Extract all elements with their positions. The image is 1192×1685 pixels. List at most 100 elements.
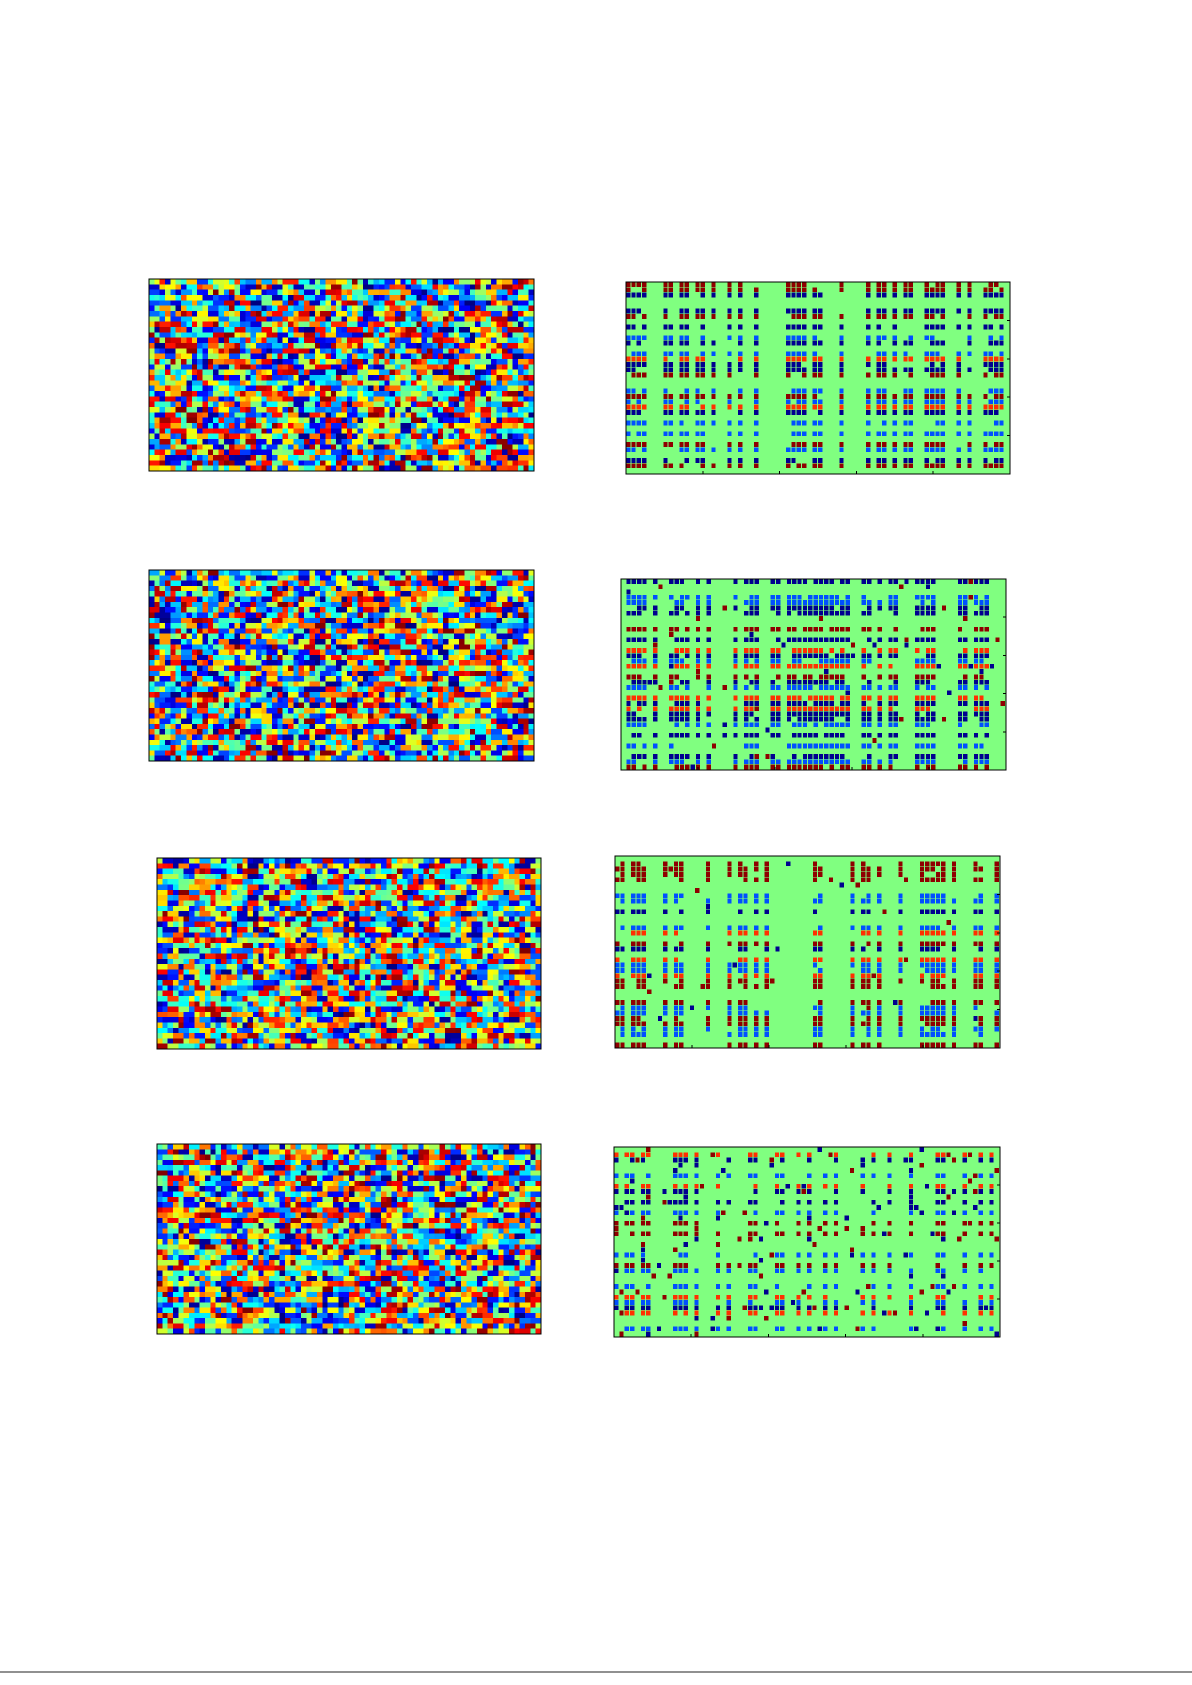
heatmap-cell (352, 649, 364, 656)
heatmap-cell (437, 396, 444, 403)
heatmap-cell (197, 423, 203, 429)
heatmap-cell (706, 579, 711, 584)
heatmap-cell (191, 311, 198, 317)
heatmap-cell (496, 364, 503, 371)
heatmap-cell (368, 633, 374, 640)
heatmap-cell (346, 428, 353, 435)
heatmap-cell (631, 463, 636, 469)
heatmap-cell (695, 447, 700, 453)
heatmap-cell (427, 359, 439, 365)
heatmap-cell (298, 337, 305, 344)
heatmap-cell (154, 348, 161, 355)
heatmap-cell (325, 460, 332, 467)
heatmap-cell (245, 423, 257, 429)
heatmap-cell (149, 449, 155, 456)
heatmap-cell (448, 316, 455, 323)
heatmap-cell (501, 449, 508, 456)
heatmap-cell (255, 745, 262, 751)
heatmap-cell (250, 407, 257, 413)
heatmap-cell (282, 713, 294, 719)
heatmap-cell (170, 401, 177, 408)
heatmap-cell (967, 340, 972, 346)
heatmap-cell (154, 707, 161, 714)
heatmap-cell (175, 289, 182, 296)
heatmap-cell (459, 681, 465, 688)
heatmap-cell (234, 289, 241, 296)
heatmap-cell (378, 697, 385, 704)
heatmap-cell (159, 686, 166, 693)
heatmap-cell (988, 447, 993, 453)
heatmap-cell (839, 324, 844, 330)
heatmap-cell (229, 423, 235, 429)
heatmap-cell (288, 612, 294, 619)
heatmap-cell (234, 681, 241, 688)
heatmap-cell (416, 723, 423, 730)
heatmap-cell (293, 439, 305, 445)
heatmap-cell (416, 353, 423, 360)
heatmap-cell (930, 410, 935, 415)
heatmap-cell (255, 638, 268, 645)
heatmap-cell (733, 605, 738, 611)
heatmap-cell (443, 348, 449, 355)
heatmap-cell (341, 305, 348, 312)
heatmap-cell (213, 686, 219, 693)
heatmap-cell (924, 410, 929, 415)
heatmap-cell (149, 465, 161, 472)
heatmap-cell (298, 433, 310, 440)
heatmap-cell (796, 308, 801, 314)
heatmap-cell (507, 417, 519, 424)
heatmap-cell (469, 305, 476, 312)
heatmap-cell (845, 610, 850, 616)
heatmap-cell (512, 654, 519, 661)
heatmap-cell (149, 391, 155, 397)
heatmap-cell (480, 707, 492, 714)
heatmap-cell (988, 388, 993, 394)
heatmap-cell (956, 458, 961, 463)
heatmap-cell (223, 348, 230, 355)
heatmap-cell (378, 750, 385, 757)
heatmap-cell (293, 623, 300, 629)
heatmap-cell (876, 442, 881, 447)
heatmap-cell (218, 697, 225, 704)
heatmap-cell (234, 439, 241, 445)
heatmap-cell (967, 458, 972, 463)
heatmap-cell (250, 380, 257, 387)
heatmap-cell (373, 670, 385, 677)
heatmap-cell (480, 321, 492, 328)
heatmap-cell (421, 649, 428, 656)
heatmap-cell (967, 367, 972, 373)
heatmap-cell (282, 670, 289, 677)
heatmap-cell (245, 311, 251, 317)
heatmap-cell (727, 367, 732, 373)
heatmap-cell (298, 575, 310, 582)
heatmap-cell (496, 359, 508, 365)
heatmap-cell (411, 628, 417, 635)
heatmap-cell (957, 594, 963, 600)
heatmap-cell (517, 707, 524, 714)
heatmap-cell (829, 594, 834, 600)
heatmap-cell (346, 396, 353, 403)
heatmap-cell (213, 327, 225, 333)
heatmap-cell (352, 596, 358, 603)
heatmap-cell (373, 380, 380, 387)
heatmap-cell (149, 300, 161, 307)
heatmap-cell (400, 718, 407, 725)
heatmap-cell (389, 739, 396, 746)
heatmap-cell (362, 332, 369, 339)
heatmap-cell (234, 591, 246, 597)
heatmap-cell (362, 359, 369, 365)
heatmap-cell (373, 444, 385, 451)
heatmap-cell (309, 745, 316, 751)
heatmap-cell (266, 707, 278, 714)
heatmap-cell (378, 439, 391, 445)
heatmap-cell (234, 295, 246, 301)
heatmap-cell (523, 332, 530, 339)
heatmap-cell (325, 465, 332, 472)
heatmap-cell (298, 686, 305, 693)
heatmap-cell (754, 287, 759, 293)
heatmap-cell (207, 439, 219, 445)
heatmap-cell (507, 596, 514, 603)
heatmap-cell (223, 702, 230, 709)
heatmap-cell (668, 463, 673, 469)
